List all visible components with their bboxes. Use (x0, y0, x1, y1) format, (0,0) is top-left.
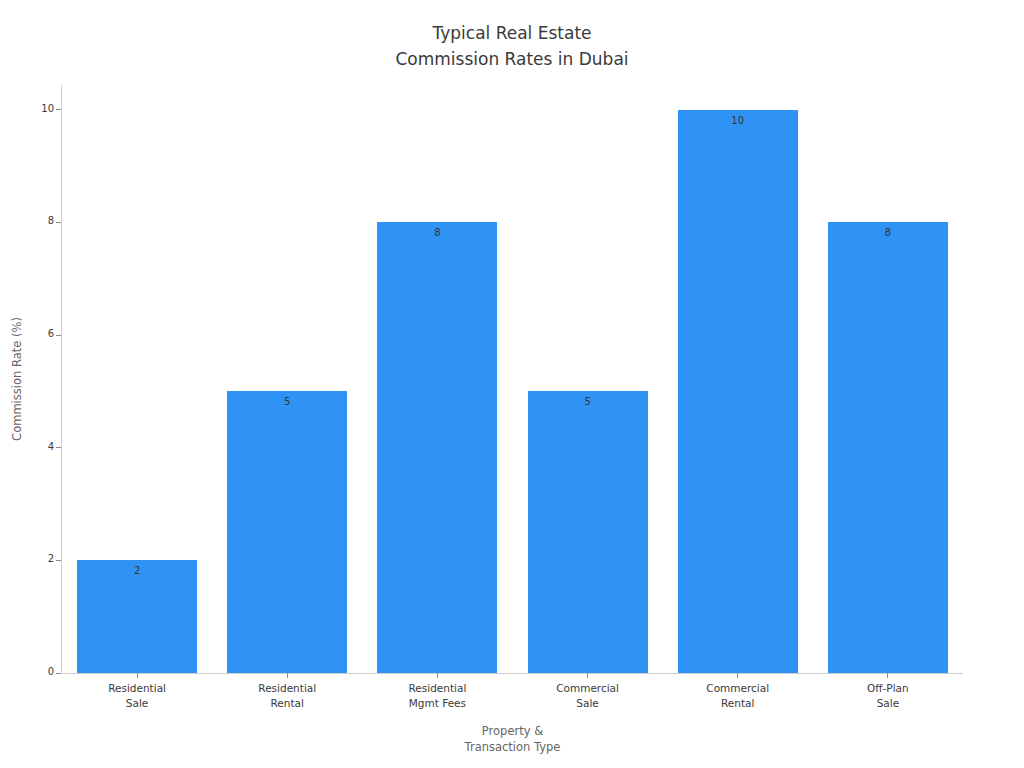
y-axis-spine (61, 85, 62, 673)
x-tick-label: Off-Plan Sale (813, 681, 963, 711)
bar-value-label: 2 (77, 565, 197, 576)
y-tick-label: 6 (0, 328, 54, 339)
bar-value-label: 8 (377, 227, 497, 238)
x-tick (587, 673, 588, 678)
y-tick (56, 673, 61, 674)
y-tick (56, 109, 61, 110)
bar-value-label: 5 (227, 396, 347, 407)
bar (227, 391, 347, 673)
x-tick-label: Residential Mgmt Fees (362, 681, 512, 711)
y-tick-label: 2 (0, 553, 54, 564)
y-tick (56, 222, 61, 223)
chart-title: Typical Real Estate Commission Rates in … (0, 20, 1024, 72)
x-tick-label: Commercial Rental (663, 681, 813, 711)
bar (828, 222, 948, 673)
x-tick (287, 673, 288, 678)
bar-value-label: 10 (678, 115, 798, 126)
x-axis-label: Property & Transaction Type (62, 723, 963, 755)
x-tick (137, 673, 138, 678)
bar (678, 110, 798, 673)
y-tick (56, 560, 61, 561)
y-axis-label: Commission Rate (%) (10, 299, 24, 459)
y-tick (56, 447, 61, 448)
y-tick-label: 8 (0, 215, 54, 226)
bar (377, 222, 497, 673)
y-tick-label: 4 (0, 441, 54, 452)
bar (77, 560, 197, 673)
x-tick-label: Commercial Sale (513, 681, 663, 711)
x-tick (887, 673, 888, 678)
x-tick-label: Residential Rental (212, 681, 362, 711)
x-axis-spine (62, 673, 963, 674)
x-tick (737, 673, 738, 678)
x-tick (437, 673, 438, 678)
y-tick (56, 335, 61, 336)
y-tick-label: 10 (0, 103, 54, 114)
bar-chart-figure: Typical Real Estate Commission Rates in … (0, 0, 1024, 768)
bar-value-label: 8 (828, 227, 948, 238)
y-tick-label: 0 (0, 666, 54, 677)
x-tick-label: Residential Sale (62, 681, 212, 711)
bar-value-label: 5 (528, 396, 648, 407)
bar (528, 391, 648, 673)
